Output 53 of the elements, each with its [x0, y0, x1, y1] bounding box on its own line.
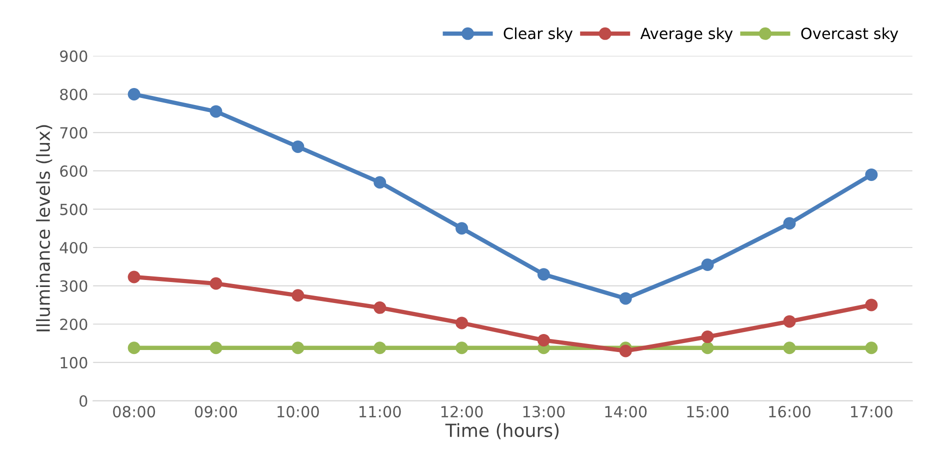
point [783, 315, 796, 328]
point [783, 217, 796, 230]
x-tick-label: 11:00 [360, 406, 401, 418]
point [128, 88, 140, 100]
legend-label: Average sky [640, 27, 733, 42]
x-tick-label: 12:00 [441, 406, 483, 418]
point [619, 344, 632, 358]
y-tick-label: 0 [80, 395, 88, 407]
point [865, 168, 878, 181]
x-tick-label: 16:00 [769, 406, 810, 418]
point [374, 301, 386, 314]
x-tick-label: 08:00 [113, 406, 156, 418]
point [210, 105, 222, 118]
point [292, 342, 304, 354]
point [456, 316, 468, 330]
point [701, 342, 714, 354]
point [537, 268, 550, 281]
point [210, 342, 222, 354]
point [292, 140, 304, 153]
point [292, 289, 304, 302]
point [374, 176, 386, 189]
point [701, 330, 714, 344]
point [619, 292, 632, 305]
x-tick-label: 10:00 [278, 406, 319, 418]
point [537, 334, 550, 346]
x-axis-title: Time (hours) [445, 423, 559, 440]
x-tick-label: 09:00 [194, 406, 237, 418]
point [456, 222, 468, 235]
point [128, 270, 140, 284]
x-tick-label: 15:00 [687, 406, 729, 418]
point [701, 258, 714, 271]
x-tick-label: 13:00 [523, 406, 565, 418]
y-tick-label: 900 [60, 50, 88, 62]
point [128, 342, 140, 354]
x-tick-label: 14:00 [605, 406, 647, 418]
y-tick-label: 200 [60, 318, 88, 330]
point [865, 342, 878, 354]
x-tick-label: 17:00 [851, 406, 892, 418]
point [865, 298, 878, 312]
legend-label: Overcast sky [801, 27, 898, 42]
y-tick-label: 600 [60, 165, 88, 177]
point [783, 342, 796, 354]
y-tick-label: 500 [60, 204, 88, 216]
point [210, 277, 222, 290]
y-tick-label: 100 [60, 356, 88, 368]
y-axis-title: Illuminance levels (lux) [36, 125, 52, 332]
y-tick-label: 700 [60, 127, 88, 139]
y-tick-label: 300 [60, 280, 88, 292]
y-tick-label: 400 [60, 242, 88, 254]
y-tick-label: 800 [60, 88, 88, 100]
point [456, 342, 468, 354]
point [374, 342, 386, 354]
legend-label: Clear sky [504, 27, 573, 42]
